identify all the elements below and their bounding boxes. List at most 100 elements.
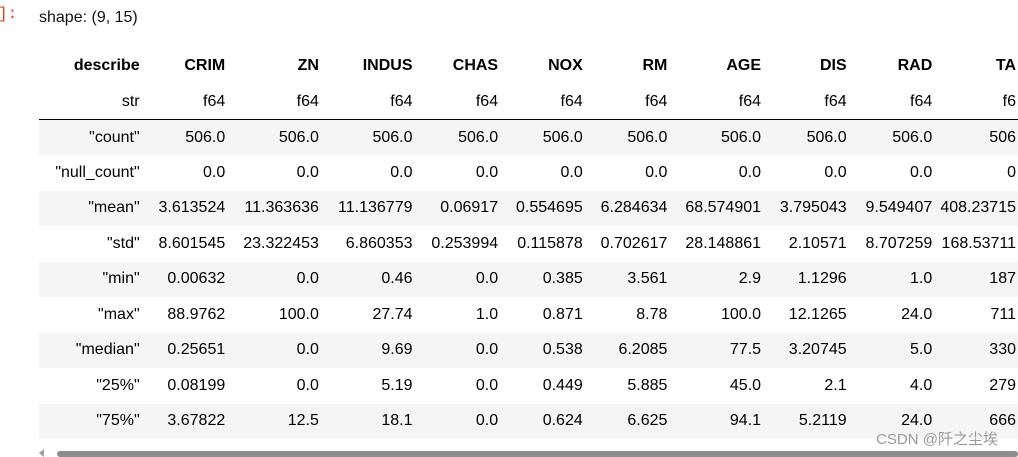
table-cell: 666: [989, 412, 1016, 430]
table-row: "max" 88.9762 100.0 27.74 1.0 0.871 8.78 100.0 1…: [39, 297, 1018, 333]
table-cell: 0.0: [475, 163, 499, 181]
describe-table: describe CRIM ZN INDUS CHAS NOX RM AGE DIS RAD TA …: [39, 47, 1018, 439]
table-row: "null_count" 0.0 0.0 0.0 0.0 0.0 0.0 0.0 0.0 0.0 0: [39, 155, 1018, 191]
scrollbar-thumb[interactable]: [57, 451, 1018, 457]
table-row: "75%" 3.67822 12.5 18.1 0.0 0.624 6.625 94.1 5.2…: [39, 403, 1018, 439]
table-cell: 68.574901: [685, 199, 762, 217]
table-cell: 9.69: [381, 341, 413, 359]
horizontal-scrollbar[interactable]: [39, 448, 1018, 457]
table-cell: 0.871: [542, 305, 583, 323]
table-cell: 11.363636: [244, 199, 319, 217]
table-cell: 8.707259: [865, 234, 933, 252]
table-cell: 0.449: [542, 376, 583, 394]
shape-output: shape: (9, 15): [39, 9, 138, 26]
table-cell: 0.0: [296, 341, 319, 359]
table-cell: 11.136779: [338, 199, 413, 217]
table-cell: 5.19: [381, 376, 413, 394]
table-cell: 0.0: [910, 163, 933, 181]
table-cell: 506.0: [185, 128, 226, 146]
table-cell: 8.601545: [158, 234, 226, 252]
table-cell: 506.0: [627, 128, 668, 146]
table-cell: 279: [989, 376, 1016, 394]
table-cell: 0.0: [296, 163, 319, 181]
table-cell: 168.53711: [941, 234, 1016, 252]
column-header: ZN: [297, 56, 319, 74]
table-cell: 0.0: [475, 270, 499, 288]
table-cell: 6.860353: [345, 234, 413, 252]
table-cell: 3.613524: [158, 199, 226, 217]
table-cell: 0.0: [475, 341, 499, 359]
table-cell: 506.0: [542, 128, 583, 146]
column-header: describe: [73, 56, 140, 74]
table-cell: 506.0: [892, 128, 933, 146]
table-cell: 3.67822: [167, 412, 226, 430]
row-label: "75%": [96, 412, 140, 430]
table-cell: 24.0: [901, 412, 933, 430]
row-label: "25%": [96, 376, 140, 394]
table-cell: 0.538: [542, 341, 583, 359]
table-cell: 0.0: [296, 376, 319, 394]
column-header: AGE: [726, 56, 762, 74]
table-row: "std" 8.601545 23.322453 6.860353 0.253994 0.…: [39, 226, 1018, 262]
column-header: RAD: [897, 56, 933, 74]
table-cell: 0.0: [390, 163, 413, 181]
table-cell: 9.549407: [865, 199, 933, 217]
cell-prompt: ]:: [0, 5, 18, 23]
table-cell: 408.23715: [940, 199, 1016, 217]
table-cell: 45.0: [729, 376, 762, 394]
row-label: "min": [102, 270, 140, 288]
table-cell: 24.0: [901, 305, 933, 323]
table-cell: 2.1: [824, 376, 847, 394]
column-header: DIS: [819, 56, 847, 74]
table-cell: 1.0: [475, 305, 499, 323]
column-dtype: f64: [296, 92, 319, 110]
table-cell: 27.74: [372, 305, 413, 323]
table-row: "mean" 3.613524 11.363636 11.136779 0.06917 0…: [39, 190, 1018, 226]
column-dtypes-row: str f64 f64 f64 f64 f64 f64 f64 f64 f64 f6: [39, 84, 1018, 120]
table-cell: 28.148861: [685, 234, 762, 252]
row-label: "count": [89, 128, 140, 146]
table-header: describe CRIM ZN INDUS CHAS NOX RM AGE DIS RAD TA …: [39, 47, 1018, 120]
table-cell: 5.885: [627, 376, 668, 394]
table-row: "count" 506.0 506.0 506.0 506.0 506.0 506.0 506…: [39, 119, 1018, 155]
dataframe-output[interactable]: describe CRIM ZN INDUS CHAS NOX RM AGE DIS RAD TA …: [39, 47, 1018, 445]
column-dtype: f64: [475, 92, 499, 110]
column-dtype: f64: [645, 92, 668, 110]
table-cell: 0.46: [381, 270, 413, 288]
table-cell: 0.08199: [167, 376, 226, 394]
table-cell: 5.2119: [798, 412, 847, 430]
table-cell: 3.20745: [788, 341, 847, 359]
column-header: CHAS: [452, 56, 499, 74]
column-names-row: describe CRIM ZN INDUS CHAS NOX RM AGE DIS RAD TA: [39, 47, 1018, 84]
table-row: "25%" 0.08199 0.0 5.19 0.0 0.449 5.885 45.0 2.1 4…: [39, 368, 1018, 404]
column-dtype: f64: [910, 92, 933, 110]
column-dtype: f64: [824, 92, 847, 110]
table-cell: 12.5: [287, 412, 319, 430]
table-cell: 0.115878: [517, 234, 583, 252]
table-cell: 0.702617: [600, 234, 668, 252]
column-dtype: f64: [390, 92, 413, 110]
table-cell: 0.0: [203, 163, 226, 181]
table-row: "median" 0.25651 0.0 9.69 0.0 0.538 6.2085 77.5…: [39, 332, 1018, 368]
table-cell: 0.253994: [431, 234, 499, 252]
scroll-left-arrow-icon[interactable]: [39, 449, 44, 457]
table-cell: 23.322453: [243, 234, 319, 252]
column-header: RM: [642, 56, 668, 74]
row-label: "median": [75, 341, 140, 359]
table-cell: 506: [989, 128, 1016, 146]
table-cell: 0.624: [542, 412, 583, 430]
table-cell: 330: [989, 341, 1016, 359]
watermark: CSDN @阡之尘埃: [876, 431, 998, 448]
table-cell: 0.06917: [440, 199, 499, 217]
table-cell: 100.0: [278, 305, 319, 323]
table-cell: 3.795043: [779, 199, 847, 217]
table-cell: 506.0: [720, 128, 762, 146]
table-cell: 1.1296: [797, 270, 847, 288]
table-cell: 4.0: [910, 376, 933, 394]
table-cell: 3.561: [627, 270, 668, 288]
row-label: "null_count": [55, 163, 140, 181]
column-header: TA: [995, 56, 1016, 74]
row-label: "mean": [88, 199, 140, 217]
column-dtype: f64: [203, 92, 226, 110]
table-cell: 6.284634: [600, 199, 668, 217]
